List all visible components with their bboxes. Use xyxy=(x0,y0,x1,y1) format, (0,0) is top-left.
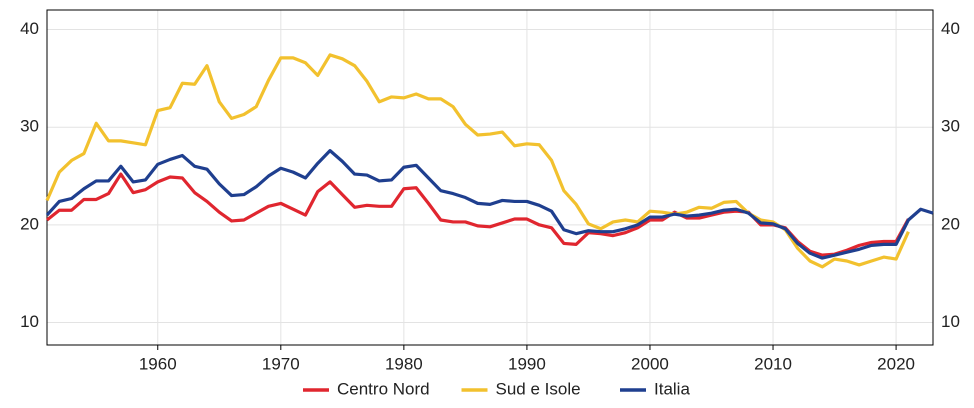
y-tick-label: 40 xyxy=(20,19,39,38)
y2-tick-label: 10 xyxy=(941,312,960,331)
line xyxy=(45,53,910,269)
y2-tick-label: 40 xyxy=(941,19,960,38)
x-tick-label: 1960 xyxy=(139,354,177,373)
line xyxy=(46,172,910,257)
plot-frame xyxy=(46,9,934,346)
legend-label: Centro Nord xyxy=(337,379,430,398)
x-tick-label: 1990 xyxy=(508,354,546,373)
x-tick-label: 1970 xyxy=(262,354,300,373)
y2-tick-label: 30 xyxy=(941,117,960,136)
legend-label: Italia xyxy=(654,379,690,398)
y-tick-label: 20 xyxy=(20,214,39,233)
x-tick-label: 2000 xyxy=(631,354,669,373)
x-tick-label: 1980 xyxy=(385,354,423,373)
x-tick-label: 2010 xyxy=(754,354,792,373)
x-tick-label: 2020 xyxy=(877,354,915,373)
legend-label: Sud e Isole xyxy=(496,379,581,398)
y-tick-label: 10 xyxy=(20,312,39,331)
line xyxy=(45,149,934,260)
y2-tick-label: 20 xyxy=(941,214,960,233)
y-tick-label: 30 xyxy=(20,117,39,136)
